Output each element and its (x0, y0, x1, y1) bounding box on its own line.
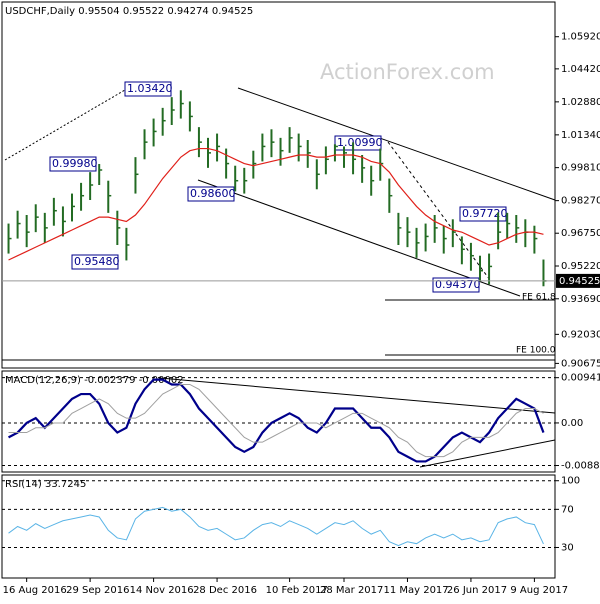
annotation-box (124, 81, 172, 97)
x-tick-label: 28 Dec 2016 (193, 585, 257, 596)
macd-pane (1, 370, 556, 473)
x-tick-label: 9 Aug 2017 (510, 585, 568, 596)
annotation-box (459, 206, 507, 222)
annotation: 0.99980 (52, 157, 98, 170)
y-tick-label: 0.99810 (561, 163, 600, 174)
trendline (159, 377, 556, 414)
series-line (8, 378, 545, 463)
annotation: 1.00990 (337, 136, 383, 149)
annotation-box (187, 186, 235, 202)
x-tick-label: 26 Jun 2017 (447, 585, 507, 596)
last-price-box (556, 273, 600, 288)
y-tick-label: 0.00 (561, 418, 583, 429)
x-tick-label: 16 Aug 2016 (3, 585, 67, 596)
y-tick-label: 30 (561, 542, 574, 553)
x-tick-label: 11 May 2017 (383, 585, 448, 596)
y-tick-label: 1.01340 (561, 130, 600, 141)
annotation-box (71, 254, 119, 270)
y-tick-label: 0.92030 (561, 329, 600, 340)
y-tick-label: -0.008852 (561, 461, 600, 472)
trendline (197, 179, 521, 297)
series-line (8, 506, 544, 547)
x-tick-label: 28 Mar 2017 (320, 585, 383, 596)
annotation: FE 100.0 (516, 346, 556, 356)
y-tick-label: 0.96750 (561, 228, 600, 239)
annotation: 0.94370 (435, 278, 481, 291)
macd-title: MACD(12,26,9) -0.002379 -0.00002 (5, 375, 184, 386)
y-tick-label: 1.02880 (561, 97, 600, 108)
watermark: ActionForex.com (320, 60, 495, 84)
annotation-box (49, 156, 97, 172)
y-tick-label: 0.98270 (561, 196, 600, 207)
trendline (237, 87, 556, 201)
trendline (419, 439, 556, 468)
y-tick-label: 0.93690 (561, 294, 600, 305)
y-tick-label: 0.90675 (561, 358, 600, 369)
trendline (4, 89, 126, 161)
y-tick-label: 1.04420 (561, 64, 600, 75)
annotation: 0.98600 (190, 187, 236, 200)
moving-average (8, 147, 544, 261)
x-tick-label: 10 Feb 2017 (266, 585, 328, 596)
annotation: 0.95480 (74, 255, 120, 268)
x-tick-label: 29 Sep 2016 (66, 585, 129, 596)
y-tick-label: 0.009411 (561, 373, 600, 384)
rsi-title: RSI(14) 33.7245 (5, 479, 86, 490)
annotation: 1.03420 (127, 82, 173, 95)
y-tick-label: 0.95220 (561, 261, 600, 272)
annotation: 0.97720 (462, 207, 508, 220)
trendline (387, 141, 491, 281)
chart-title: USDCHF,Daily 0.95504 0.95522 0.94274 0.9… (5, 6, 253, 17)
annotation-box (432, 277, 480, 293)
series-line (8, 383, 544, 458)
annotation-box (334, 135, 382, 151)
trendlines (2, 87, 556, 468)
annotation: FE 61.8 (522, 293, 556, 303)
annotations: 1.03420 0.99980 0.95480 0.98600 1.00990 0.977… (49, 81, 556, 356)
y-tick-label: 70 (561, 504, 574, 515)
y-tick-label: 100 (561, 476, 580, 487)
x-tick-label: 14 Nov 2016 (130, 585, 194, 596)
last-price-label: 0.94525 (559, 276, 600, 287)
y-tick-label: 1.05920 (561, 32, 600, 43)
main-pane (1, 1, 556, 369)
rsi-pane (1, 474, 556, 579)
